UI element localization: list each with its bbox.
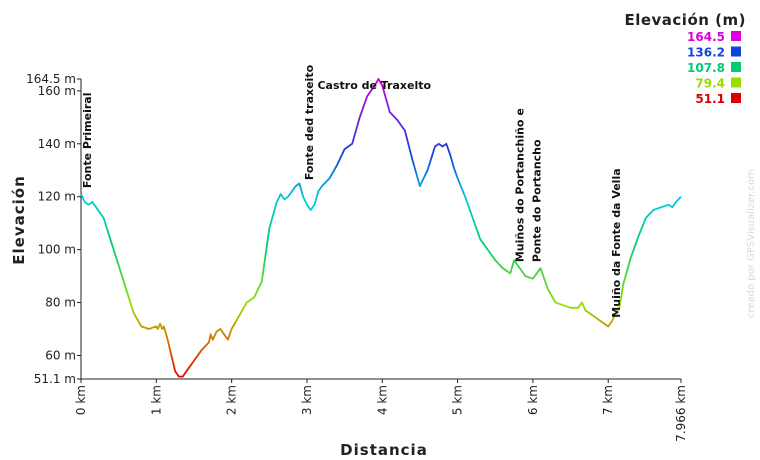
waypoint-label: Muiño da Fonte da Vella bbox=[610, 168, 623, 317]
x-tick-label: 4 km bbox=[375, 385, 389, 415]
y-tick-label: 100 m bbox=[38, 243, 76, 257]
y-tick-label: 80 m bbox=[45, 296, 76, 310]
x-axis-title: Distancia bbox=[340, 441, 428, 459]
waypoint-label: Ponte do Portancho bbox=[531, 139, 544, 262]
y-tick-label: 140 m bbox=[38, 137, 76, 151]
y-tick-label: 160 m bbox=[38, 84, 76, 98]
legend-entry-label: 79.4 bbox=[695, 77, 725, 91]
legend-entry-label: 51.1 bbox=[695, 92, 725, 106]
elevation-line bbox=[80, 78, 682, 378]
waypoint-label: Fonte ded traxeito bbox=[303, 64, 316, 180]
legend-swatch bbox=[731, 31, 741, 41]
waypoint-label: Muiños do Portanchiño e bbox=[513, 108, 526, 262]
x-tick-label: 3 km bbox=[300, 385, 314, 415]
legend-swatch bbox=[731, 77, 741, 88]
y-tick-label: 120 m bbox=[38, 190, 76, 204]
legend-swatch bbox=[731, 93, 741, 103]
legend-entry-label: 107.8 bbox=[687, 61, 725, 75]
x-tick-label: 5 km bbox=[451, 385, 465, 415]
x-tick-label: 7 km bbox=[601, 385, 615, 415]
x-tick-label: 0 km bbox=[74, 385, 88, 415]
waypoint-label: Castro de Traxelto bbox=[317, 79, 431, 92]
x-tick-label: 1 km bbox=[149, 385, 163, 415]
y-tick-label: 51.1 m bbox=[34, 372, 76, 386]
legend-entry-label: 136.2 bbox=[687, 46, 725, 60]
legend-swatch bbox=[731, 62, 741, 72]
x-tick-label: 7.966 km bbox=[674, 385, 688, 442]
legend-title: Elevación (m) bbox=[624, 11, 746, 29]
x-tick-label: 2 km bbox=[225, 385, 239, 415]
y-tick-label: 60 m bbox=[45, 348, 76, 362]
y-axis-title: Elevación bbox=[10, 175, 28, 264]
y-tick-label: 164.5 m bbox=[26, 72, 76, 86]
waypoint-label: Fonte Primeiral bbox=[81, 93, 94, 189]
legend-entry-label: 164.5 bbox=[687, 30, 725, 44]
waypoint-labels: Fonte Primeiral Fonte ded traxeito Castro … bbox=[81, 64, 623, 317]
tick-labels: 51.1 m 60 m 80 m 100 m 120 m 140 m 160 m164.5 … bbox=[26, 72, 688, 442]
series-layer bbox=[80, 78, 682, 378]
axes bbox=[80, 79, 681, 380]
x-tick-label: 6 km bbox=[526, 385, 540, 415]
credit-watermark: creado por GPSVisualizer.com bbox=[746, 169, 757, 318]
legend-swatch bbox=[731, 46, 741, 57]
